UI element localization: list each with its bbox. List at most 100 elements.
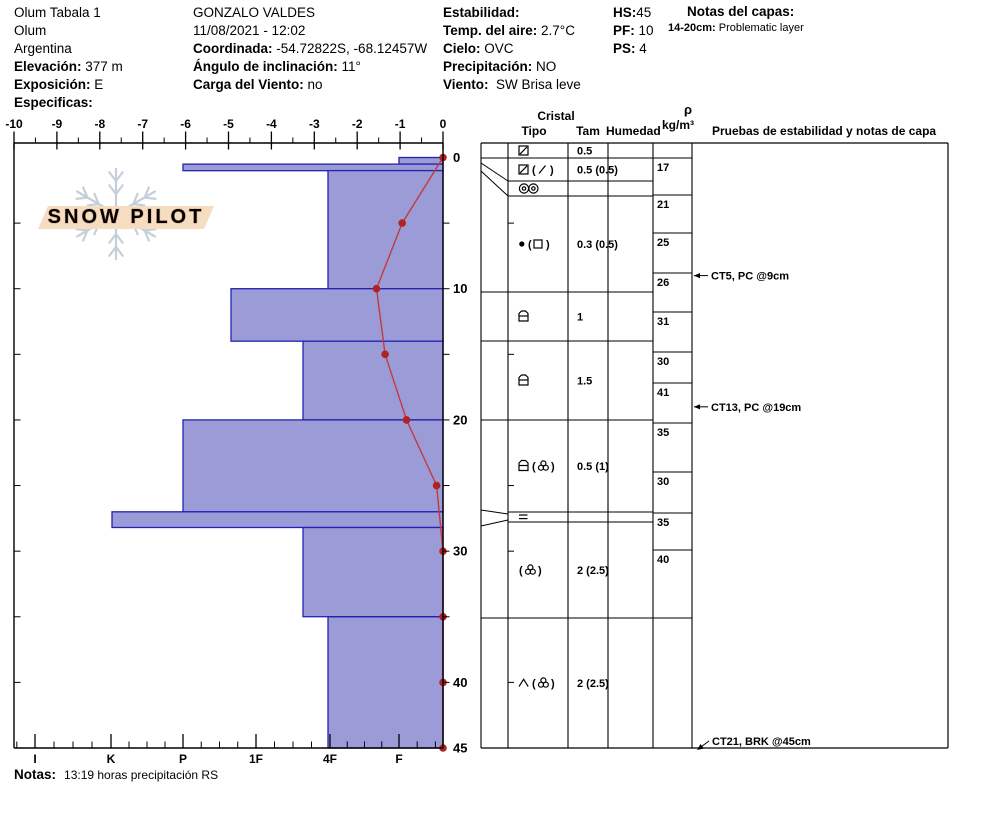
density-value: 17 bbox=[657, 162, 669, 174]
snow-layer-bar bbox=[182, 163, 444, 172]
humedad-header: Humedad bbox=[606, 124, 661, 138]
hardness-bars bbox=[111, 156, 444, 749]
snow-layer-bar bbox=[111, 511, 444, 529]
hardness-axis-label: P bbox=[179, 752, 187, 766]
hardness-axis-label: I bbox=[33, 752, 36, 766]
stability-tests: CT5, PC @9cm CT13, PC @19cm CT21, BRK @45c… bbox=[694, 271, 811, 750]
header-line: Exposición: E bbox=[14, 77, 104, 92]
density-value: 35 bbox=[657, 427, 669, 439]
stability-test-note: CT21, BRK @45cm bbox=[712, 736, 811, 748]
grain-size-value: 2 (2.5) bbox=[577, 678, 609, 690]
grain-size-value: 0.5 (0.5) bbox=[577, 165, 618, 177]
tests-header: Pruebas de estabilidad y notas de capa bbox=[712, 124, 936, 138]
temperature-point bbox=[402, 416, 411, 424]
header-line: Coordinada: -54.72822S, -68.12457W bbox=[193, 41, 428, 56]
logo-banner: SNOW PILOT bbox=[38, 205, 214, 229]
header-line: Elevación: 377 m bbox=[14, 59, 123, 74]
snow-layer-bar bbox=[230, 288, 444, 342]
density-value: 35 bbox=[657, 517, 669, 529]
grain-size-value: 2 (2.5) bbox=[577, 565, 609, 577]
hardness-axis-label: F bbox=[395, 752, 402, 766]
crystal-header: Cristal bbox=[537, 109, 574, 123]
snow-layer-bar bbox=[182, 419, 444, 513]
df-crystal-icon bbox=[518, 145, 529, 156]
tam-header: Tam bbox=[576, 124, 600, 138]
hardness-axis-label: 4F bbox=[323, 752, 337, 766]
header-line: Cielo: OVC bbox=[443, 41, 514, 56]
temp-axis-label: -5 bbox=[223, 117, 234, 131]
density-value: 30 bbox=[657, 476, 669, 488]
sqbar-crystal-icon bbox=[518, 310, 529, 322]
header-column: Olum Tabala 1 Olum Argentina Elevación: 377… bbox=[14, 4, 123, 112]
density-value: 41 bbox=[657, 387, 669, 399]
grain-size-value: 0.5 bbox=[577, 146, 592, 158]
paren: ) bbox=[538, 565, 542, 577]
depth-axis-label: 45 bbox=[453, 741, 467, 756]
temp-axis-label: -4 bbox=[266, 117, 277, 131]
density-header: ρ bbox=[684, 102, 692, 117]
leader-lines bbox=[480, 162, 514, 683]
paren: ) bbox=[546, 239, 550, 251]
logo-banner-shape bbox=[38, 206, 214, 229]
layer-note-range: 14-20cm: bbox=[668, 22, 716, 34]
temp-axis-label: -9 bbox=[52, 117, 63, 131]
depth-axis-label: 20 bbox=[453, 412, 467, 427]
density-unit-header: kg/m³ bbox=[662, 118, 694, 132]
footer-text: 13:19 horas precipitación RS bbox=[64, 768, 219, 782]
temp-axis-label: -8 bbox=[94, 117, 105, 131]
paren: ( bbox=[528, 239, 532, 251]
grain-size-value: 0.3 (0.5) bbox=[577, 239, 618, 251]
grain-size-value: 1 bbox=[577, 312, 583, 324]
chart-axes: -10 -9 -8 -7 -6 -5 -4 -3 -2 -1 0I K P 1F 4F F bbox=[5, 117, 446, 766]
density-value: 25 bbox=[657, 237, 669, 249]
paren: ( bbox=[532, 165, 536, 177]
rings-crystal-icon bbox=[528, 183, 539, 194]
snow-layer-bar bbox=[327, 616, 444, 749]
stability-test-note: CT13, PC @19cm bbox=[711, 402, 801, 414]
layer-note-text: Problematic layer bbox=[715, 22, 804, 34]
rings-crystal-icon bbox=[518, 183, 530, 194]
header-line: 11/08/2021 - 12:02 bbox=[193, 23, 306, 38]
paren: ( bbox=[519, 565, 523, 577]
grain-size-value: 1.5 bbox=[577, 376, 592, 388]
temp-axis-label: -1 bbox=[395, 117, 406, 131]
density-column: 17 21 25 26 31 30 41 35 30 35 40 bbox=[653, 157, 692, 619]
header-line: HS:45 bbox=[613, 5, 652, 20]
temp-axis-label: -6 bbox=[180, 117, 191, 131]
slash-crystal-icon bbox=[538, 165, 546, 174]
depth-hoar-icon bbox=[518, 678, 529, 687]
snow-layer-bar bbox=[327, 169, 444, 290]
arrow-left-icon bbox=[694, 273, 700, 279]
paren: ) bbox=[551, 461, 555, 473]
footer-label: Notas: bbox=[14, 767, 57, 782]
header-column: HS:45 PF: 10 PS: 4 bbox=[613, 4, 654, 58]
logo-text: SNOW PILOT bbox=[48, 206, 205, 228]
density-value: 40 bbox=[657, 554, 669, 566]
temp-axis-label: -2 bbox=[352, 117, 363, 131]
temp-axis-label: -7 bbox=[137, 117, 148, 131]
pit-notes-footer: Notas: 13:19 horas precipitación RS bbox=[14, 767, 218, 782]
paren: ( bbox=[532, 678, 536, 690]
hardness-axis-label: K bbox=[107, 752, 116, 766]
header-line: Precipitación: NO bbox=[443, 59, 557, 74]
header-line: Olum Tabala 1 bbox=[14, 5, 101, 20]
header-line: Estabilidad: bbox=[443, 5, 520, 20]
header-line: GONZALO VALDES bbox=[193, 5, 316, 20]
temp-axis-label: -3 bbox=[309, 117, 320, 131]
temp-axis-label: -10 bbox=[5, 117, 23, 131]
density-value: 31 bbox=[657, 316, 669, 328]
paren: ) bbox=[550, 165, 554, 177]
header-column: GONZALO VALDES 11/08/2021 - 12:02 Coordina… bbox=[193, 4, 427, 94]
grain-size-value: 0.5 (1) bbox=[577, 461, 609, 473]
depth-axis: 0 10 20 30 40 45 bbox=[14, 150, 467, 756]
arrow-down-left-icon bbox=[697, 744, 704, 750]
depth-axis-label: 30 bbox=[453, 544, 467, 559]
density-value: 21 bbox=[657, 199, 669, 211]
temperature-point bbox=[381, 350, 389, 359]
layer-notes-title: Notas del capas: bbox=[687, 4, 795, 19]
header-line: PF: 10 bbox=[613, 23, 654, 38]
snowpilot-logo: SNOW PILOT bbox=[38, 167, 214, 261]
header-line: Viento: SW Brisa leve bbox=[443, 77, 581, 92]
